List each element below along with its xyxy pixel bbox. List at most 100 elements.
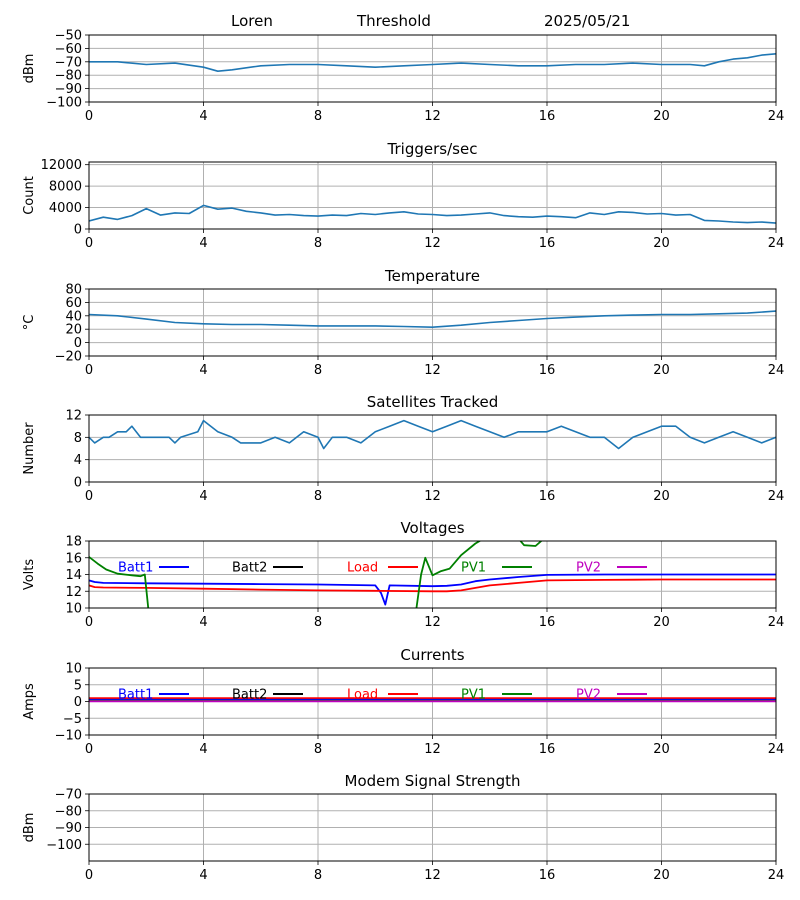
modem-panel: 0 4 8 12 16 20 24 −70−80 −90 −100 Modem Signal Str… (22, 772, 784, 883)
triggers-series-group (89, 204, 776, 224)
signal-frame (88, 34, 777, 103)
signal-ytick-label: −60 (55, 42, 82, 57)
currents-legend-label-batt2: Batt2 (232, 688, 267, 703)
temperature-series-group (89, 310, 776, 329)
satellites-xtick-label: 8 (314, 489, 322, 504)
currents-xtick-label: 24 (768, 742, 785, 757)
satellites-frame (88, 414, 777, 483)
voltages-xtick-label: 12 (424, 615, 441, 630)
satellites-series-group (89, 419, 776, 450)
temperature-ytick-label: −20 (55, 350, 82, 365)
modem-title: Modem Signal Strength (345, 772, 521, 790)
satellites-ylabel: Number (22, 422, 37, 475)
currents-ytick-label: −10 (55, 729, 82, 744)
voltages-legend-label-pv2: PV2 (576, 561, 601, 576)
temperature-xtick-label: 0 (85, 363, 93, 378)
triggers-ylabel: Count (22, 176, 37, 215)
satellites-panel: 0 4 8 12 16 20 24 0 4 8 12 Satellites Tracked Number (22, 393, 784, 504)
temperature-xtick-label: 8 (314, 363, 322, 378)
temperature-ytick-label: 40 (65, 309, 82, 324)
voltages-ylabel: Volts (22, 559, 37, 591)
temperature-xtick-label: 16 (539, 363, 556, 378)
modem-frame (88, 793, 777, 862)
voltages-frame (88, 540, 777, 609)
currents-series-group (89, 697, 776, 703)
currents-xtick-label: 4 (199, 742, 207, 757)
triggers-xtick-label: 12 (424, 236, 441, 251)
voltages-ytick-label: 10 (65, 602, 82, 617)
signal-panel: 0 4 8 12 16 20 24 −50−60−70−80−90−100 dBm (22, 29, 784, 125)
currents-title: Currents (400, 646, 464, 664)
currents-ytick-label: 5 (74, 678, 82, 693)
signal-xtick-label: 8 (314, 109, 322, 124)
satellites-xtick-label: 4 (199, 489, 207, 504)
triggers-ytick-label: 12000 (41, 158, 82, 173)
temperature-xtick-label: 20 (653, 363, 670, 378)
currents-ylabel: Amps (22, 683, 37, 720)
voltages-xtick-label: 20 (653, 615, 670, 630)
modem-xtick-label: 4 (199, 868, 207, 883)
triggers-ytick-label: 8000 (49, 180, 82, 195)
triggers-panel: 0 4 8 12 16 20 24 0 4000 8000 12000 Triggers/sec Cou… (22, 140, 784, 251)
temperature-ylabel: °C (22, 315, 37, 331)
modem-xtick-label: 8 (314, 868, 322, 883)
modem-xtick-label: 20 (653, 868, 670, 883)
voltages-legend-label-batt1: Batt1 (118, 561, 153, 576)
signal-ytick-label: −70 (55, 55, 82, 70)
trigger-mode: Threshold (357, 12, 431, 30)
satellites-ytick-label: 4 (74, 453, 82, 468)
figure-header: Loren Threshold 2025/05/21 (0, 0, 800, 34)
currents-legend-label-batt1: Batt1 (118, 688, 153, 703)
modem-ytick-label: −70 (55, 788, 82, 803)
signal-ylabel: dBm (22, 54, 37, 84)
triggers-xtick-label: 16 (539, 236, 556, 251)
triggers-ytick-label: 4000 (49, 201, 82, 216)
satellites-xtick-label: 16 (539, 489, 556, 504)
voltages-xtick-label: 4 (199, 615, 207, 630)
modem-xtick-label: 12 (424, 868, 441, 883)
triggers-frame (88, 161, 777, 230)
signal-ytick-label: −90 (55, 82, 82, 97)
currents-legend-label-pv2: PV2 (576, 688, 601, 703)
signal-ytick-label: −80 (55, 69, 82, 84)
signal-xtick-label: 12 (424, 109, 441, 124)
currents-legend-label-load: Load (347, 688, 378, 703)
voltages-legend-label-pv1: PV1 (461, 561, 486, 576)
signal-series-group (89, 53, 776, 72)
voltages-xtick-label: 0 (85, 615, 93, 630)
signal-ytick-label: −50 (55, 29, 82, 44)
voltages-ytick-label: 16 (65, 551, 82, 566)
satellites-ytick-label: 0 (74, 476, 82, 491)
triggers-xtick-label: 0 (85, 236, 93, 251)
satellites-xtick-label: 12 (424, 489, 441, 504)
voltages-line-pv1 (89, 541, 543, 608)
signal-line (89, 53, 776, 72)
voltages-xtick-label: 8 (314, 615, 322, 630)
satellites-title: Satellites Tracked (367, 393, 498, 411)
site-name: Loren (231, 12, 273, 30)
temperature-ytick-label: 80 (65, 283, 82, 298)
modem-xtick-label: 0 (85, 868, 93, 883)
currents-frame (88, 667, 777, 736)
triggers-xtick-label: 24 (768, 236, 785, 251)
satellites-xtick-label: 20 (653, 489, 670, 504)
voltages-ytick-label: 18 (65, 535, 82, 550)
temperature-title: Temperature (384, 267, 480, 285)
modem-ytick-label: −100 (46, 838, 82, 853)
temperature-ytick-label: 0 (74, 336, 82, 351)
voltages-line-batt1 (89, 573, 776, 606)
report-date: 2025/05/21 (544, 12, 631, 30)
currents-ytick-label: −5 (63, 712, 82, 727)
voltages-legend-label-batt2: Batt2 (232, 561, 267, 576)
voltages-xtick-label: 16 (539, 615, 556, 630)
satellites-ytick-label: 12 (65, 409, 82, 424)
triggers-ytick-label: 0 (74, 223, 82, 238)
triggers-xtick-label: 20 (653, 236, 670, 251)
voltages-title: Voltages (400, 519, 464, 537)
currents-xtick-label: 20 (653, 742, 670, 757)
currents-xtick-label: 8 (314, 742, 322, 757)
voltages-xtick-label: 24 (768, 615, 785, 630)
currents-legend-label-pv1: PV1 (461, 688, 486, 703)
triggers-xtick-label: 8 (314, 236, 322, 251)
